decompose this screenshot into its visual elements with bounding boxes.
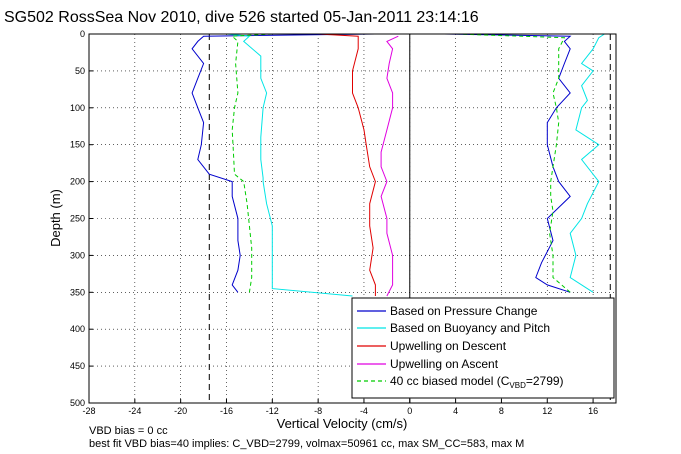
series-line: [444, 33, 572, 293]
y-tick-label: 300: [70, 250, 85, 260]
x-tick-label: -28: [82, 406, 95, 416]
series-line: [455, 33, 571, 293]
y-tick-label: 450: [70, 361, 85, 371]
x-tick-label: -16: [220, 406, 233, 416]
y-tick-label: 250: [70, 214, 85, 224]
x-tick-label: -4: [360, 406, 368, 416]
x-tick-label: 4: [453, 406, 458, 416]
y-tick-label: 50: [75, 66, 85, 76]
x-tick-label: 8: [499, 406, 504, 416]
x-tick-label: -8: [314, 406, 322, 416]
x-tick-label: 16: [588, 406, 598, 416]
y-tick-label: 200: [70, 177, 85, 187]
series-layer: [191, 33, 605, 297]
x-tick-label: 12: [542, 406, 552, 416]
series-line: [191, 33, 376, 293]
footer-best-fit: best fit VBD bias=40 implies: C_VBD=2799…: [89, 438, 524, 450]
x-tick-label: -20: [174, 406, 187, 416]
y-tick-label: 350: [70, 287, 85, 297]
legend-label-buoyancy: Based on Buoyancy and Pitch: [390, 321, 550, 335]
series-line: [230, 33, 273, 293]
y-tick-label: 150: [70, 140, 85, 150]
legend-label-upwell-descent: Upwelling on Descent: [390, 339, 507, 353]
x-tick-label: -24: [128, 406, 141, 416]
y-tick-label: 400: [70, 324, 85, 334]
x-tick-label: -12: [266, 406, 279, 416]
chart-title: SG502 RossSea Nov 2010, dive 526 started…: [4, 9, 479, 26]
series-line: [318, 33, 376, 296]
legend-label-pressure: Based on Pressure Change: [390, 304, 538, 318]
y-tick-label: 500: [70, 398, 85, 408]
legend-label-upwell-ascent: Upwelling on Ascent: [390, 357, 499, 371]
x-axis-label: Vertical Velocity (cm/s): [277, 416, 408, 431]
y-tick-label: 0: [80, 29, 85, 39]
legend-label-model: 40 cc biased model (CVBD=2799): [390, 374, 564, 390]
series-line: [226, 33, 353, 297]
legend: Based on Pressure Change Based on Buoyan…: [351, 297, 615, 399]
x-tick-label: 0: [407, 406, 412, 416]
footer-vbd-bias: VBD bias = 0 cc: [89, 425, 168, 437]
legend-box: [351, 297, 615, 399]
y-axis-label: Depth (m): [48, 189, 63, 247]
y-tick-label: 100: [70, 103, 85, 113]
series-line: [569, 33, 605, 293]
x-ticks: -28 -24 -20 -16 -12 -8 -4 0 4 8 12 16: [82, 399, 598, 416]
y-ticks: 0 50 100 150 200 250 300 350 400 450 500: [70, 29, 93, 408]
series-line: [380, 35, 399, 297]
